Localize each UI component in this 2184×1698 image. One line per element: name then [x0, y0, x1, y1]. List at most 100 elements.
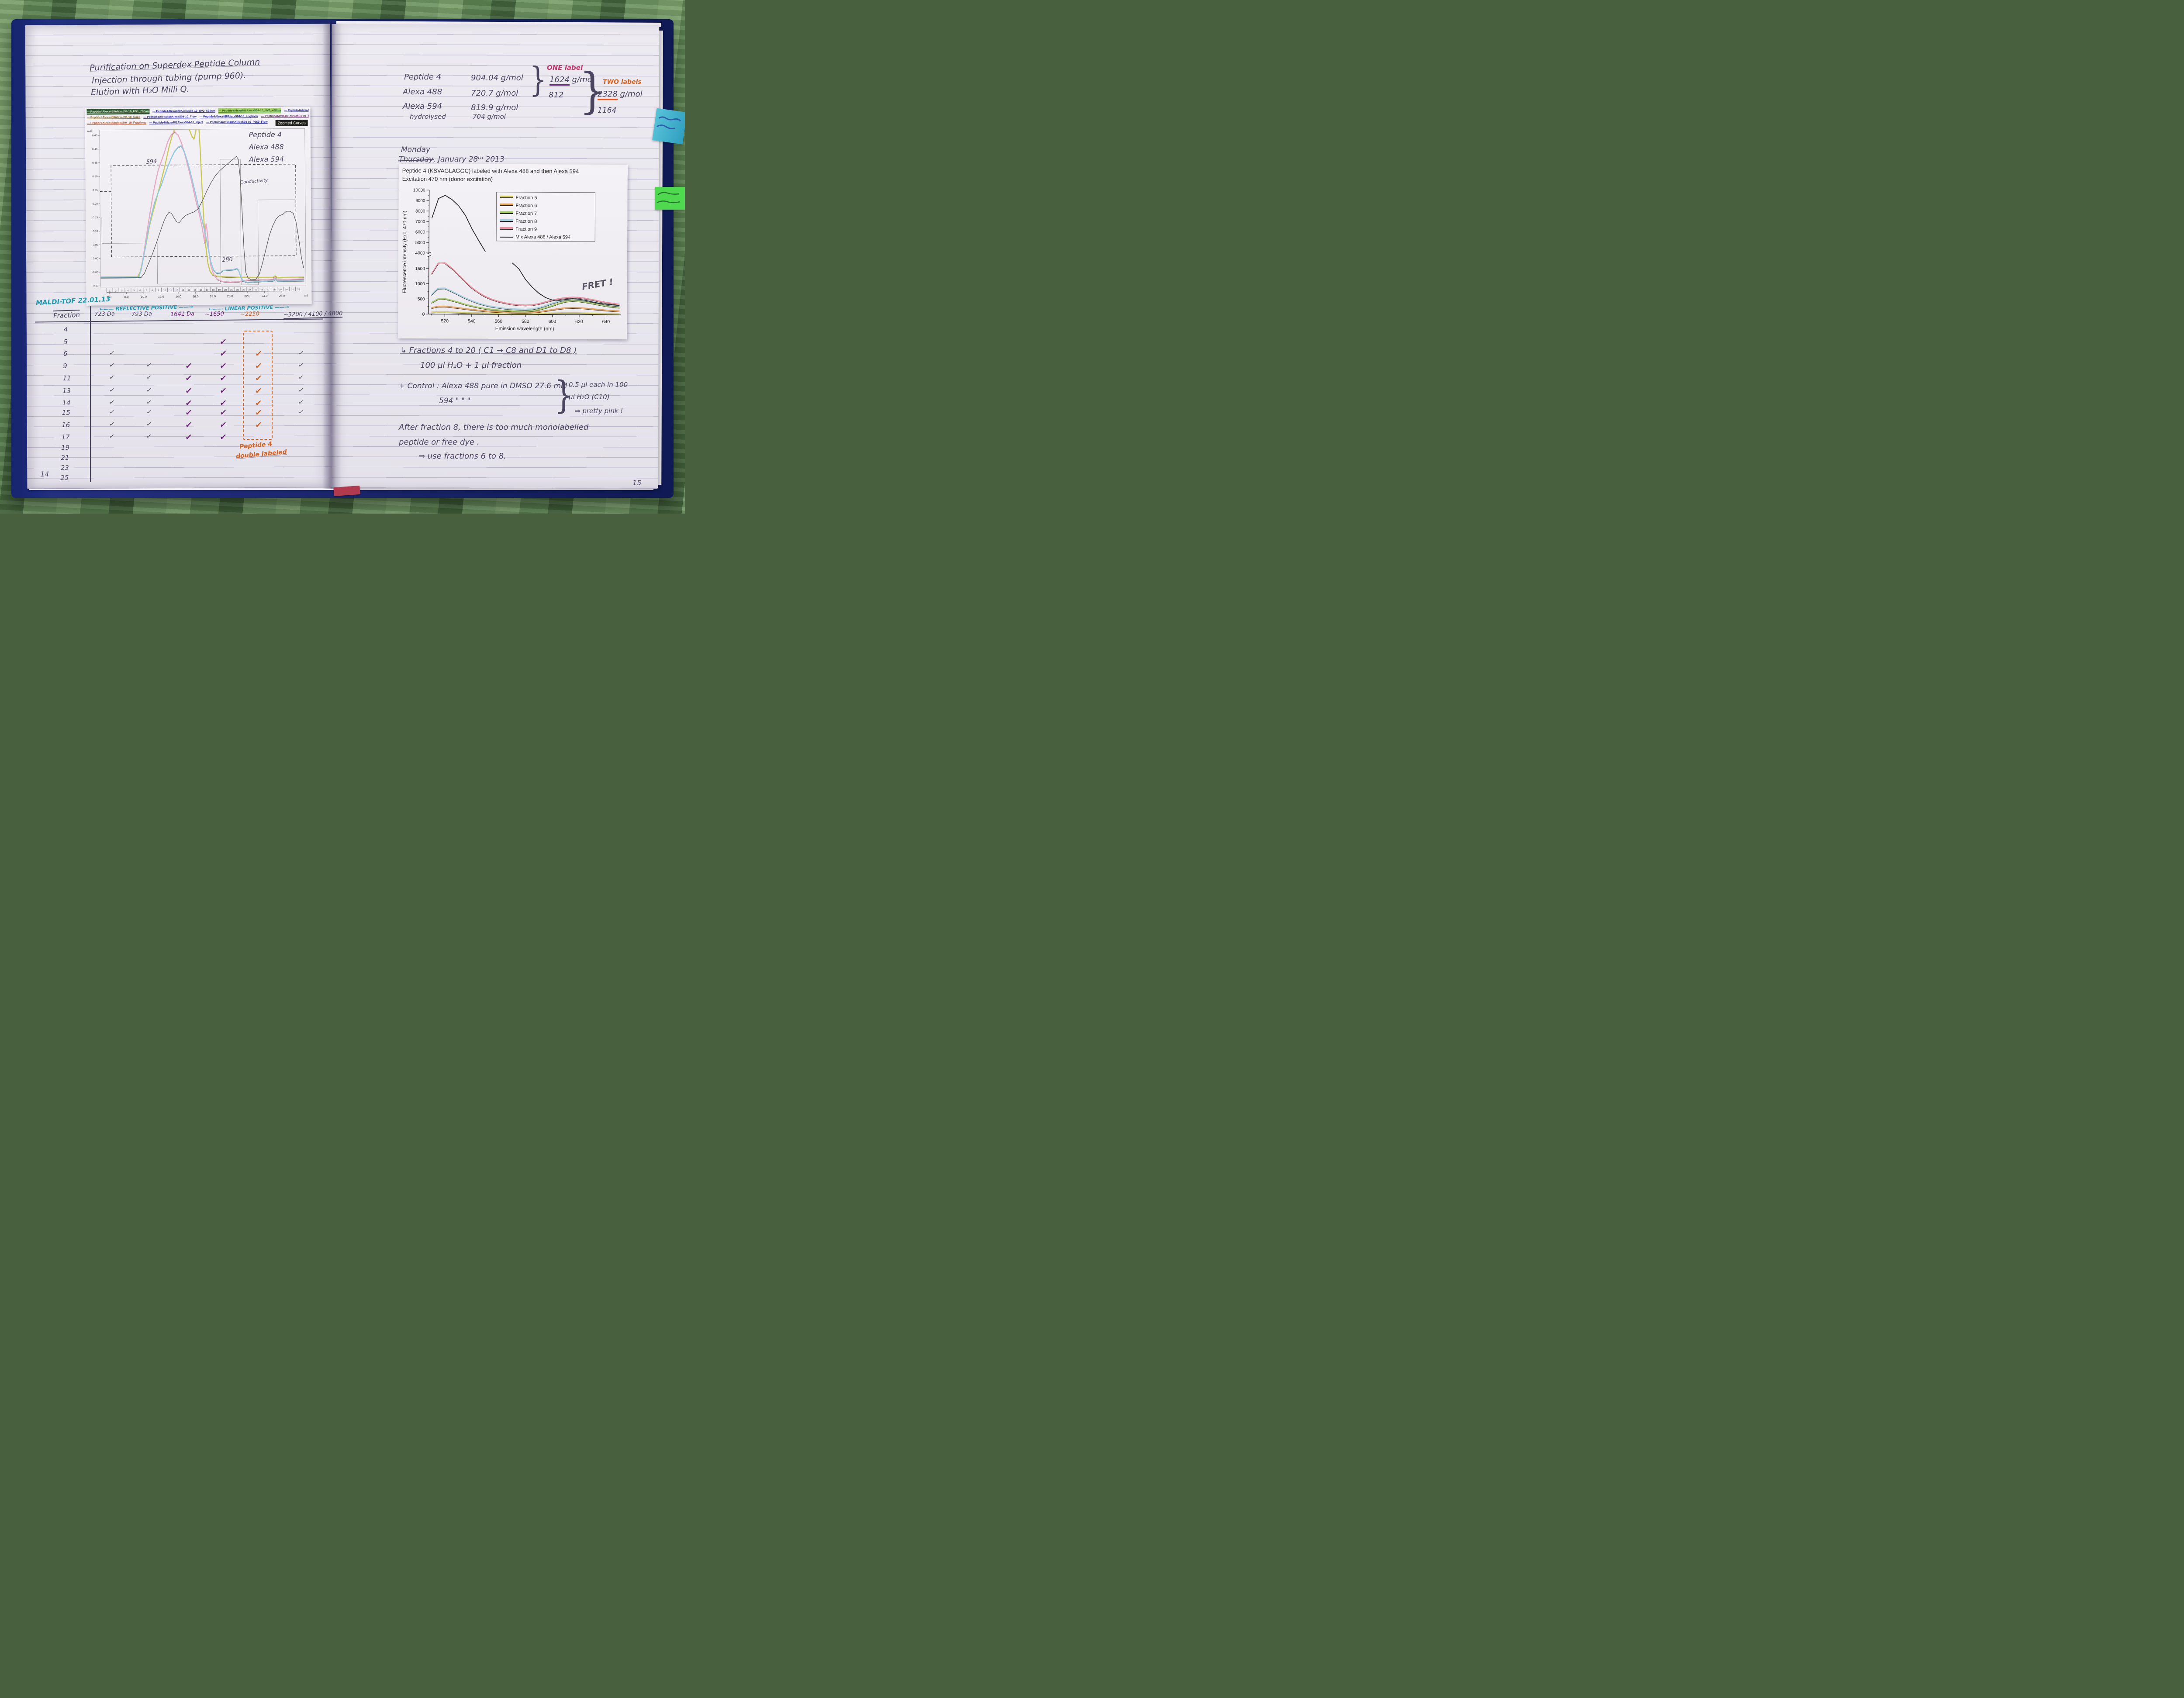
- svg-text:31: 31: [291, 288, 294, 291]
- fraction-number: 5: [63, 338, 68, 346]
- mass-row-peptide4-value: 904.04 g/mol: [471, 73, 523, 83]
- checkmark-c793: ✓: [146, 373, 152, 382]
- svg-text:4: 4: [127, 290, 128, 292]
- svg-text:24: 24: [249, 289, 251, 291]
- svg-text:ml: ml: [304, 294, 308, 297]
- emission-title-line1: Peptide 4 (KSVAGLAGGC) labeled with Alex…: [402, 167, 579, 175]
- note-control-amount2: µl H₂O (C10): [569, 393, 610, 401]
- svg-text:Fraction 5: Fraction 5: [516, 195, 537, 200]
- svg-text:20: 20: [224, 289, 227, 292]
- svg-text:32: 32: [297, 288, 300, 291]
- svg-text:8000: 8000: [415, 209, 425, 214]
- checkmark-c3200: ✓: [298, 349, 304, 357]
- svg-text:11: 11: [169, 289, 172, 292]
- checkmark-c1650: ✓: [219, 420, 227, 430]
- fraction-number: 17: [61, 433, 70, 441]
- svg-text:15: 15: [194, 289, 196, 292]
- svg-text:27: 27: [267, 289, 270, 291]
- emission-printout: Peptide 4 (KSVAGLAGGC) labeled with Alex…: [398, 163, 628, 340]
- checkmark-c723: ✓: [109, 398, 115, 407]
- zoomed-curves-badge: Zoomed Curves: [275, 120, 308, 126]
- svg-text:10.0: 10.0: [141, 296, 147, 299]
- mass-row-peptide4-label: Peptide 4: [404, 72, 442, 82]
- column-header-c793: 793 Da: [131, 311, 152, 318]
- brace-one-label: }: [529, 59, 547, 100]
- svg-text:1500: 1500: [415, 266, 425, 271]
- column-header-c1641: 1641 Da: [170, 311, 195, 318]
- svg-text:-0.10: -0.10: [92, 284, 99, 287]
- book-gutter: [322, 23, 342, 489]
- checkmark-c793: ✓: [146, 432, 152, 441]
- svg-text:Alexa 594: Alexa 594: [249, 155, 284, 164]
- svg-text:mAU: mAU: [87, 130, 93, 133]
- checkmark-c793: ✓: [146, 386, 152, 394]
- note-control-594: 594 " " ": [439, 397, 471, 405]
- svg-text:12.0: 12.0: [158, 296, 164, 299]
- note-after-fraction8-line1: After fraction 8, there is too much mono…: [399, 423, 589, 432]
- svg-text:594: 594: [146, 158, 157, 166]
- legend-entry: — Peptide4Alexa488Alexa594-10_Flow: [143, 115, 197, 119]
- checkmark-c3200: ✓: [298, 373, 304, 382]
- two-labels-sum: 2328 g/mol: [598, 90, 643, 100]
- table-vertical-rule: [90, 306, 91, 482]
- column-header-c2250: ~2250: [240, 311, 260, 318]
- fraction-number: 21: [61, 454, 69, 462]
- svg-text:7: 7: [145, 290, 147, 292]
- svg-text:0.25: 0.25: [93, 189, 98, 192]
- checkmark-c1641: ✓: [184, 386, 193, 396]
- svg-text:24.0: 24.0: [262, 295, 268, 298]
- svg-text:2: 2: [115, 290, 117, 292]
- checkmark-c723: ✓: [109, 432, 115, 441]
- legend-entry: — Peptide4Alexa488Alexa594-10_Temp: [261, 114, 309, 118]
- legend-entry: — Peptide4Alexa488Alexa594-10_Cond: [284, 108, 309, 112]
- double-labeled-box: [243, 331, 273, 440]
- svg-text:5: 5: [133, 290, 135, 292]
- svg-text:640: 640: [602, 319, 610, 324]
- note-after-fraction8-line2: peptide or free dye .: [399, 438, 480, 447]
- checkmark-c723: ✓: [109, 420, 115, 428]
- brace-control: }: [554, 373, 574, 417]
- chromatogram-printout: — Peptide4Alexa488Alexa594-10_UV1_280nm —…: [85, 107, 312, 306]
- fraction-column-header: Fraction: [53, 309, 80, 320]
- svg-text:Emission wavelength (nm): Emission wavelength (nm): [495, 326, 554, 332]
- svg-text:540: 540: [468, 319, 476, 324]
- fraction-number: 11: [62, 374, 71, 382]
- svg-text:0.30: 0.30: [92, 175, 98, 178]
- svg-text:10: 10: [163, 290, 166, 292]
- svg-text:12: 12: [176, 289, 178, 292]
- svg-text:30: 30: [285, 289, 288, 291]
- svg-text:7000: 7000: [415, 220, 425, 224]
- legend-entry: — Peptide4Alexa488Alexa594-10_Logbook: [199, 115, 258, 118]
- note-use-fractions: ⇒ use fractions 6 to 8.: [418, 452, 506, 461]
- svg-text:29: 29: [279, 289, 282, 291]
- note-dilution: 100 µl H₂O + 1 µl fraction: [420, 361, 522, 370]
- svg-text:520: 520: [441, 318, 449, 324]
- svg-text:0.45: 0.45: [92, 134, 98, 137]
- note-fractions: ↳ Fractions 4 to 20 ( C1 → C8 and D1 to …: [400, 346, 577, 355]
- checkmark-c1650: ✓: [219, 386, 227, 396]
- svg-text:1000: 1000: [415, 282, 425, 286]
- svg-text:500: 500: [418, 297, 425, 302]
- blue-tab-scribble: [656, 116, 681, 129]
- one-label-heading: ONE label: [547, 64, 583, 72]
- svg-text:14.0: 14.0: [175, 295, 181, 298]
- checkmark-c723: ✓: [109, 373, 115, 382]
- checkmark-c723: ✓: [109, 361, 115, 369]
- svg-text:1: 1: [109, 290, 111, 292]
- checkmark-c793: ✓: [146, 361, 152, 369]
- checkmark-c1650: ✓: [219, 408, 227, 418]
- bookmark-ribbon[interactable]: [333, 485, 360, 497]
- legend-entry: — Peptide4Alexa488Alexa594-10_UV2_594nm: [152, 109, 215, 113]
- svg-text:22: 22: [236, 289, 239, 291]
- two-labels-sum2: 1164: [598, 106, 617, 115]
- checkmark-c723: ✓: [109, 408, 115, 416]
- svg-text:9000: 9000: [415, 199, 425, 204]
- green-sticky-note[interactable]: [655, 187, 685, 210]
- svg-text:6.0: 6.0: [107, 296, 111, 299]
- blue-sticky-tab[interactable]: [652, 108, 685, 145]
- fraction-number: 23: [60, 464, 69, 472]
- svg-text:18: 18: [212, 289, 214, 292]
- chromatogram-chart: 0.45 0.40 0.35 0.30 0.25 0.20 0.15 0.10 0.05 0.00…: [87, 128, 308, 299]
- mass-row-alexa488-label: Alexa 488: [403, 87, 442, 97]
- checkmark-c1650: ✓: [219, 337, 227, 347]
